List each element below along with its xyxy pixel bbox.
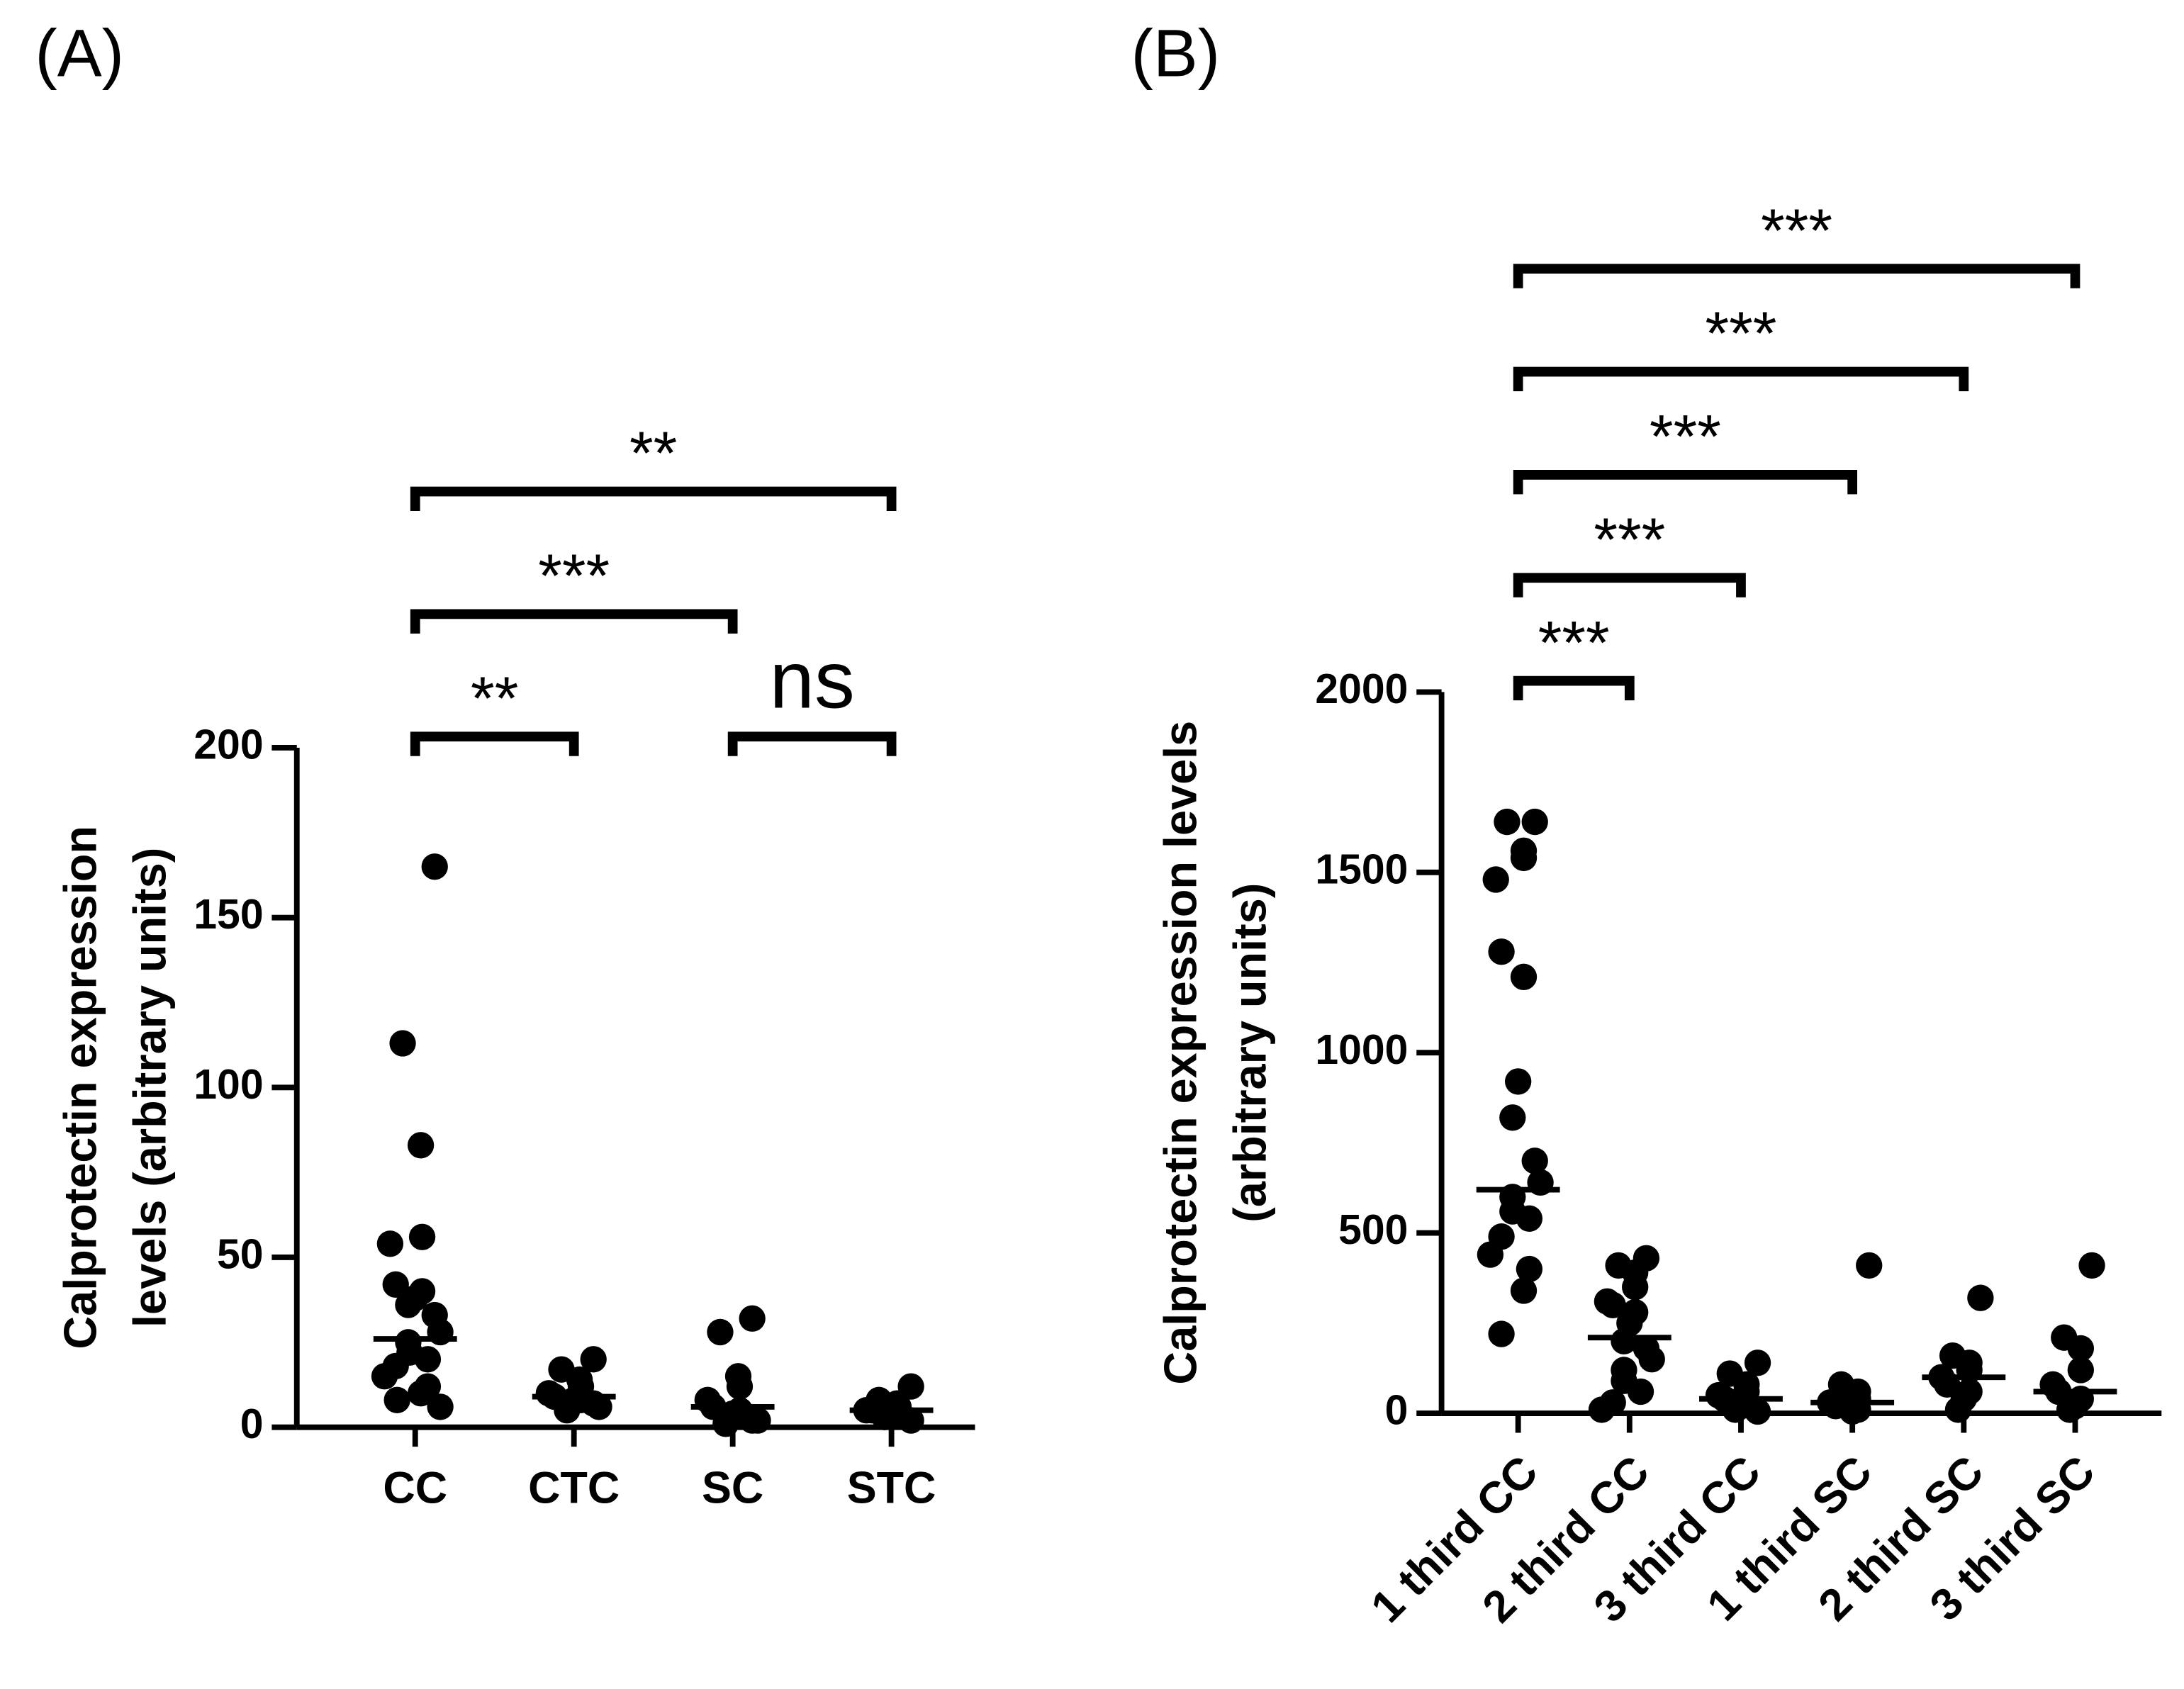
y-tick-label: 500 (1338, 1207, 1408, 1253)
significance-label: *** (1538, 609, 1610, 677)
data-point (2067, 1357, 2094, 1384)
data-point (427, 1393, 454, 1420)
significance-bracket (1513, 573, 1746, 597)
y-tick-label: 0 (1385, 1388, 1409, 1434)
data-point (1482, 866, 1509, 893)
data-point (1521, 1147, 1548, 1174)
y-tick-label: 150 (194, 892, 263, 938)
significance-label: *** (1650, 403, 1721, 471)
data-point (371, 1363, 398, 1390)
x-tick-label: SC (702, 1464, 763, 1513)
data-point (389, 1030, 416, 1057)
significance-bracket (1513, 470, 1858, 495)
data-point (2056, 1396, 2083, 1423)
data-point (1722, 1396, 1749, 1423)
panel-label: (A) (35, 16, 124, 90)
data-point (1488, 1320, 1515, 1347)
data-point (1599, 1291, 1626, 1319)
data-point (421, 853, 448, 880)
significance-bracket (1513, 366, 1969, 392)
data-point (1516, 1255, 1543, 1283)
data-point (1744, 1349, 1771, 1376)
y-tick-label: 0 (240, 1401, 264, 1447)
data-point (414, 1346, 442, 1373)
data-point (395, 1291, 422, 1318)
data-point (726, 1373, 754, 1400)
data-point (1611, 1328, 1637, 1354)
data-point (376, 1230, 404, 1257)
data-point (408, 1223, 436, 1250)
data-point (1521, 808, 1548, 836)
significance-label: *** (538, 542, 610, 610)
y-tick-label: 200 (194, 722, 263, 768)
data-point (554, 1397, 581, 1424)
data-point (744, 1407, 771, 1434)
data-point (586, 1393, 612, 1420)
y-tick-label: 1500 (1315, 846, 1408, 892)
data-point (407, 1380, 435, 1407)
y-tick-label: 100 (194, 1062, 263, 1108)
significance-label: *** (1761, 197, 1832, 265)
data-point (1588, 1396, 1615, 1423)
data-point (382, 1271, 409, 1298)
data-point (2078, 1252, 2105, 1279)
data-point (1510, 1277, 1538, 1304)
data-point (1856, 1252, 1883, 1279)
significance-bracket (410, 609, 738, 634)
significance-bracket (1513, 264, 2081, 288)
data-point (1967, 1284, 1994, 1311)
significance-bracket (1513, 675, 1635, 701)
significance-label: *** (1706, 300, 1777, 368)
data-point (1504, 1068, 1532, 1095)
x-tick-label: CC (383, 1464, 447, 1513)
data-point (897, 1407, 924, 1434)
data-point (407, 1132, 435, 1159)
significance-bracket (727, 731, 897, 756)
x-tick-label: CTC (528, 1464, 620, 1513)
data-point (739, 1305, 766, 1332)
y-tick-label: 2000 (1315, 666, 1408, 712)
y-axis-label: Calprotectin expression levels (1154, 721, 1206, 1385)
data-point (1638, 1346, 1665, 1373)
significance-bracket (410, 486, 897, 511)
data-point (712, 1410, 739, 1437)
significance-label: ns (769, 636, 854, 726)
data-point (1477, 1241, 1504, 1268)
data-point (1499, 1104, 1526, 1131)
data-point (1944, 1396, 1972, 1423)
significance-label: *** (1594, 506, 1665, 574)
data-point (1488, 938, 1515, 965)
significance-label: ** (471, 665, 518, 733)
data-point (707, 1318, 734, 1346)
data-point (1510, 844, 1538, 872)
data-point (580, 1346, 607, 1373)
data-point (1622, 1274, 1649, 1301)
data-point (2067, 1335, 2094, 1362)
significance-bracket (410, 731, 579, 756)
x-tick-label: STC (847, 1464, 936, 1513)
data-point (1744, 1398, 1771, 1425)
data-point (1494, 808, 1521, 836)
y-tick-label: 1000 (1315, 1027, 1408, 1073)
data-point (1510, 963, 1538, 991)
panel-label: (B) (1131, 16, 1221, 90)
y-axis-label: (arbitrary units) (1224, 883, 1276, 1223)
y-axis-label: levels (arbitrary units) (124, 848, 176, 1328)
data-point (383, 1386, 410, 1413)
y-axis-label: Calprotectin expression (54, 826, 106, 1349)
data-point (1627, 1378, 1654, 1405)
significance-label: ** (629, 420, 677, 488)
data-point (1516, 1205, 1543, 1232)
y-tick-label: 50 (217, 1232, 264, 1278)
